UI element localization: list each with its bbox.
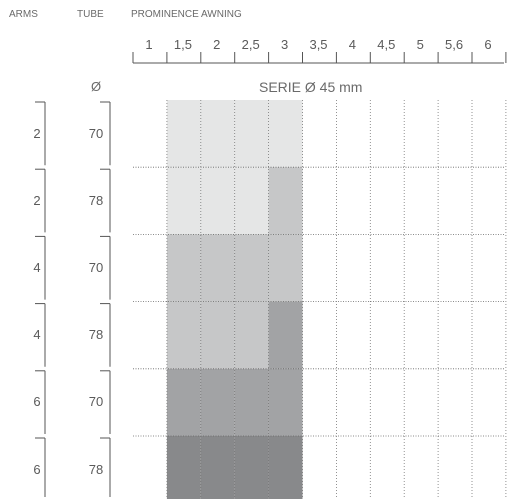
arms-value: 6 bbox=[33, 394, 41, 410]
tube-header: TUBE bbox=[77, 9, 104, 20]
arms-header: ARMS bbox=[9, 9, 38, 20]
shaded-cell bbox=[234, 301, 269, 369]
shaded-cell bbox=[268, 436, 303, 499]
shaded-cell bbox=[200, 436, 235, 499]
prominence-tick-label: 3,5 bbox=[309, 37, 328, 52]
prominence-tick-label: 3 bbox=[280, 37, 289, 52]
prominence-tick-label: 1,5 bbox=[173, 37, 192, 52]
shaded-cell bbox=[200, 301, 235, 369]
arms-value: 4 bbox=[33, 327, 41, 343]
shaded-cell bbox=[268, 234, 303, 302]
shaded-cell bbox=[268, 301, 303, 369]
arms-value: 4 bbox=[33, 260, 41, 275]
prominence-tick-label: 5 bbox=[416, 37, 424, 52]
shaded-cell bbox=[166, 436, 201, 499]
shaded-cell bbox=[268, 167, 303, 235]
tube-value: 78 bbox=[88, 192, 104, 208]
prominence-tick-label: 4 bbox=[348, 37, 357, 52]
shaded-cell bbox=[166, 234, 201, 302]
shaded-cell bbox=[200, 368, 235, 436]
shaded-cell bbox=[234, 368, 269, 436]
arms-value: 6 bbox=[33, 461, 41, 477]
shaded-cell bbox=[166, 301, 201, 369]
shaded-cell bbox=[234, 100, 269, 168]
shaded-cell bbox=[166, 167, 201, 235]
prominence-tick-label: 6 bbox=[484, 37, 492, 52]
shaded-cell bbox=[234, 167, 269, 235]
shaded-cell bbox=[166, 368, 201, 436]
shaded-cell bbox=[166, 100, 201, 168]
shaded-cell bbox=[200, 167, 235, 235]
prominence-tick-label: 2 bbox=[213, 37, 221, 52]
arms-value: 2 bbox=[33, 125, 41, 141]
diameter-symbol: Ø bbox=[91, 79, 102, 94]
prominence-header: PROMINENCE AWNING bbox=[131, 9, 242, 20]
shaded-cell bbox=[268, 368, 303, 436]
prominence-tick-label: 5,6 bbox=[445, 37, 464, 52]
series-label: SERIE Ø 45 mm bbox=[259, 79, 363, 95]
shaded-cell bbox=[234, 234, 269, 302]
tube-value: 70 bbox=[88, 260, 104, 275]
tube-value: 78 bbox=[88, 327, 104, 343]
tube-value: 70 bbox=[88, 125, 104, 141]
shaded-cell bbox=[200, 234, 235, 302]
prominence-tick-label: 4,5 bbox=[377, 37, 396, 52]
shaded-cell bbox=[200, 100, 235, 168]
arms-value: 2 bbox=[33, 192, 41, 208]
tube-value: 78 bbox=[88, 461, 104, 477]
tube-value: 70 bbox=[88, 394, 104, 410]
shaded-cell bbox=[234, 436, 269, 499]
prominence-tick-label: 1 bbox=[145, 37, 153, 52]
shaded-cell bbox=[268, 100, 303, 168]
prominence-tick-label: 2,5 bbox=[241, 37, 260, 52]
